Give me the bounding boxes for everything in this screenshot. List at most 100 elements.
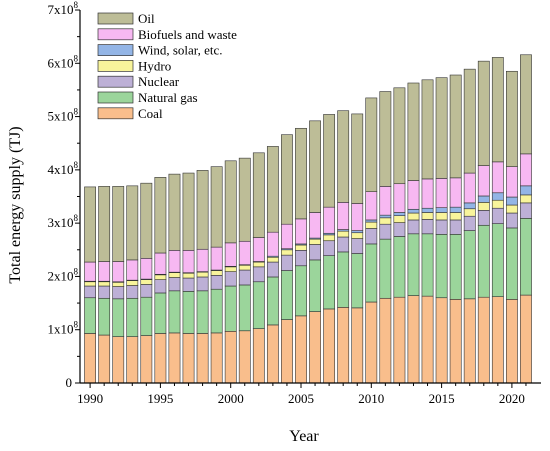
bar-segment-wind-solar-etc--2017 [463, 202, 476, 210]
bar-segment-hydro-2020 [505, 204, 518, 214]
bar-segment-hydro-2007 [323, 234, 336, 242]
bar-segment-oil-1996 [168, 173, 181, 251]
x-tick-label: 2010 [358, 391, 384, 406]
bar-segment-oil-2011 [379, 91, 392, 187]
bar-segment-biofuels-and-waste-2011 [379, 186, 392, 216]
bar-segment-coal-2013 [407, 295, 420, 384]
bar-segment-hydro-2015 [435, 212, 448, 221]
bar-segment-coal-2001 [238, 330, 251, 384]
bar-segment-nuclear-1995 [154, 279, 167, 294]
bar-segment-nuclear-1999 [210, 275, 223, 290]
bar-segment-oil-2018 [477, 60, 490, 166]
bar-segment-hydro-1999 [210, 270, 223, 276]
bar-segment-oil-2007 [323, 114, 336, 208]
bar-segment-biofuels-and-waste-1992 [112, 261, 125, 283]
bar-segment-hydro-2014 [421, 212, 434, 220]
bar-segment-hydro-2006 [309, 238, 321, 245]
bar-segment-nuclear-2013 [407, 219, 420, 235]
bar-segment-hydro-1996 [168, 272, 181, 278]
bar-segment-natural-gas-2008 [337, 251, 350, 308]
bar-segment-coal-2008 [337, 307, 350, 384]
bar-segment-coal-2003 [266, 324, 279, 384]
bar-segment-hydro-2002 [252, 261, 265, 268]
bar-segment-biofuels-and-waste-1996 [168, 250, 181, 273]
bar-segment-natural-gas-2006 [309, 259, 321, 312]
y-tick-label: 3x108 [48, 213, 79, 230]
bar-segment-wind-solar-etc--2011 [379, 214, 392, 219]
bar-segment-natural-gas-2011 [379, 238, 392, 299]
bar-segment-biofuels-and-waste-2021 [520, 153, 532, 187]
bar-segment-natural-gas-2015 [435, 234, 448, 299]
bar-segment-coal-2014 [421, 295, 434, 384]
bars-layer [84, 54, 532, 384]
bar-segment-natural-gas-2021 [520, 218, 532, 296]
bar-segment-nuclear-1998 [196, 276, 209, 292]
bar-segment-coal-2006 [309, 311, 321, 384]
bar-segment-oil-1991 [98, 186, 111, 262]
bar-segment-oil-1998 [196, 170, 209, 250]
bar-segment-nuclear-1993 [126, 285, 139, 299]
bar-segment-coal-2017 [463, 298, 476, 384]
bar-segment-coal-2005 [295, 315, 307, 384]
y-tick-label: 5x108 [48, 107, 79, 124]
bar-segment-nuclear-2019 [491, 207, 504, 224]
bar-segment-hydro-1997 [182, 272, 195, 279]
bar-segment-hydro-1998 [196, 271, 209, 278]
bar-segment-coal-2002 [252, 328, 265, 384]
bar-segment-natural-gas-2010 [365, 243, 378, 303]
bar-segment-oil-2021 [520, 54, 532, 155]
bar-segment-natural-gas-2000 [224, 285, 237, 332]
bar-segment-natural-gas-2012 [393, 236, 406, 298]
bar-segment-oil-2010 [365, 97, 378, 192]
legend-swatch-oil [97, 12, 134, 25]
bar-segment-oil-2020 [505, 70, 518, 167]
bar-segment-natural-gas-2007 [323, 255, 336, 310]
bar-segment-oil-2005 [295, 127, 307, 220]
x-tick-label: 2000 [218, 391, 244, 406]
bar-segment-nuclear-1994 [140, 284, 153, 298]
bar-segment-oil-2006 [309, 120, 321, 213]
legend-label-nuclear: Nuclear [138, 74, 180, 89]
bar-segment-nuclear-2011 [379, 223, 392, 240]
bar-segment-oil-2003 [266, 146, 279, 233]
bar-segment-natural-gas-2013 [407, 233, 420, 296]
bar-segment-nuclear-2002 [252, 266, 265, 283]
bar-segment-natural-gas-1993 [126, 297, 139, 337]
bar-segment-coal-2007 [323, 308, 336, 384]
bar-segment-nuclear-2020 [505, 212, 518, 229]
bar-segment-hydro-2009 [351, 232, 364, 239]
bar-segment-coal-2012 [393, 296, 406, 384]
bar-segment-natural-gas-2020 [505, 227, 518, 300]
bar-segment-hydro-2013 [407, 212, 420, 221]
bar-segment-natural-gas-2017 [463, 230, 476, 300]
bar-segment-biofuels-and-waste-2010 [365, 191, 378, 221]
x-tick-label: 1990 [77, 391, 103, 406]
bar-segment-hydro-2010 [365, 221, 378, 229]
bar-segment-biofuels-and-waste-2006 [309, 212, 321, 239]
bar-segment-coal-2018 [477, 296, 490, 384]
bar-segment-nuclear-2018 [477, 210, 490, 226]
bar-segment-wind-solar-etc--2020 [505, 196, 518, 206]
bar-segment-oil-2013 [407, 82, 420, 181]
bar-segment-natural-gas-2014 [421, 233, 434, 297]
bar-segment-nuclear-2004 [281, 254, 293, 271]
bar-segment-coal-2021 [520, 294, 532, 384]
bar-segment-natural-gas-1995 [154, 292, 167, 334]
bar-segment-coal-2019 [491, 296, 504, 384]
bar-segment-hydro-2000 [224, 266, 237, 272]
bar-segment-nuclear-2000 [224, 271, 237, 287]
bar-segment-natural-gas-2018 [477, 224, 490, 298]
bar-segment-hydro-1990 [84, 281, 96, 287]
bar-segment-biofuels-and-waste-1998 [196, 248, 209, 272]
bar-segment-hydro-1994 [140, 279, 153, 285]
bar-segment-biofuels-and-waste-1994 [140, 258, 153, 280]
x-tick-label: 2020 [499, 391, 525, 406]
bar-segment-coal-2010 [365, 301, 378, 384]
bar-segment-oil-1995 [154, 177, 167, 254]
y-tick-label: 6x108 [48, 53, 79, 70]
bar-segment-biofuels-and-waste-2012 [393, 183, 406, 213]
legend-label-hydro: Hydro [138, 58, 171, 73]
x-tick-label: 2015 [429, 391, 455, 406]
bar-segment-oil-2016 [449, 74, 462, 179]
